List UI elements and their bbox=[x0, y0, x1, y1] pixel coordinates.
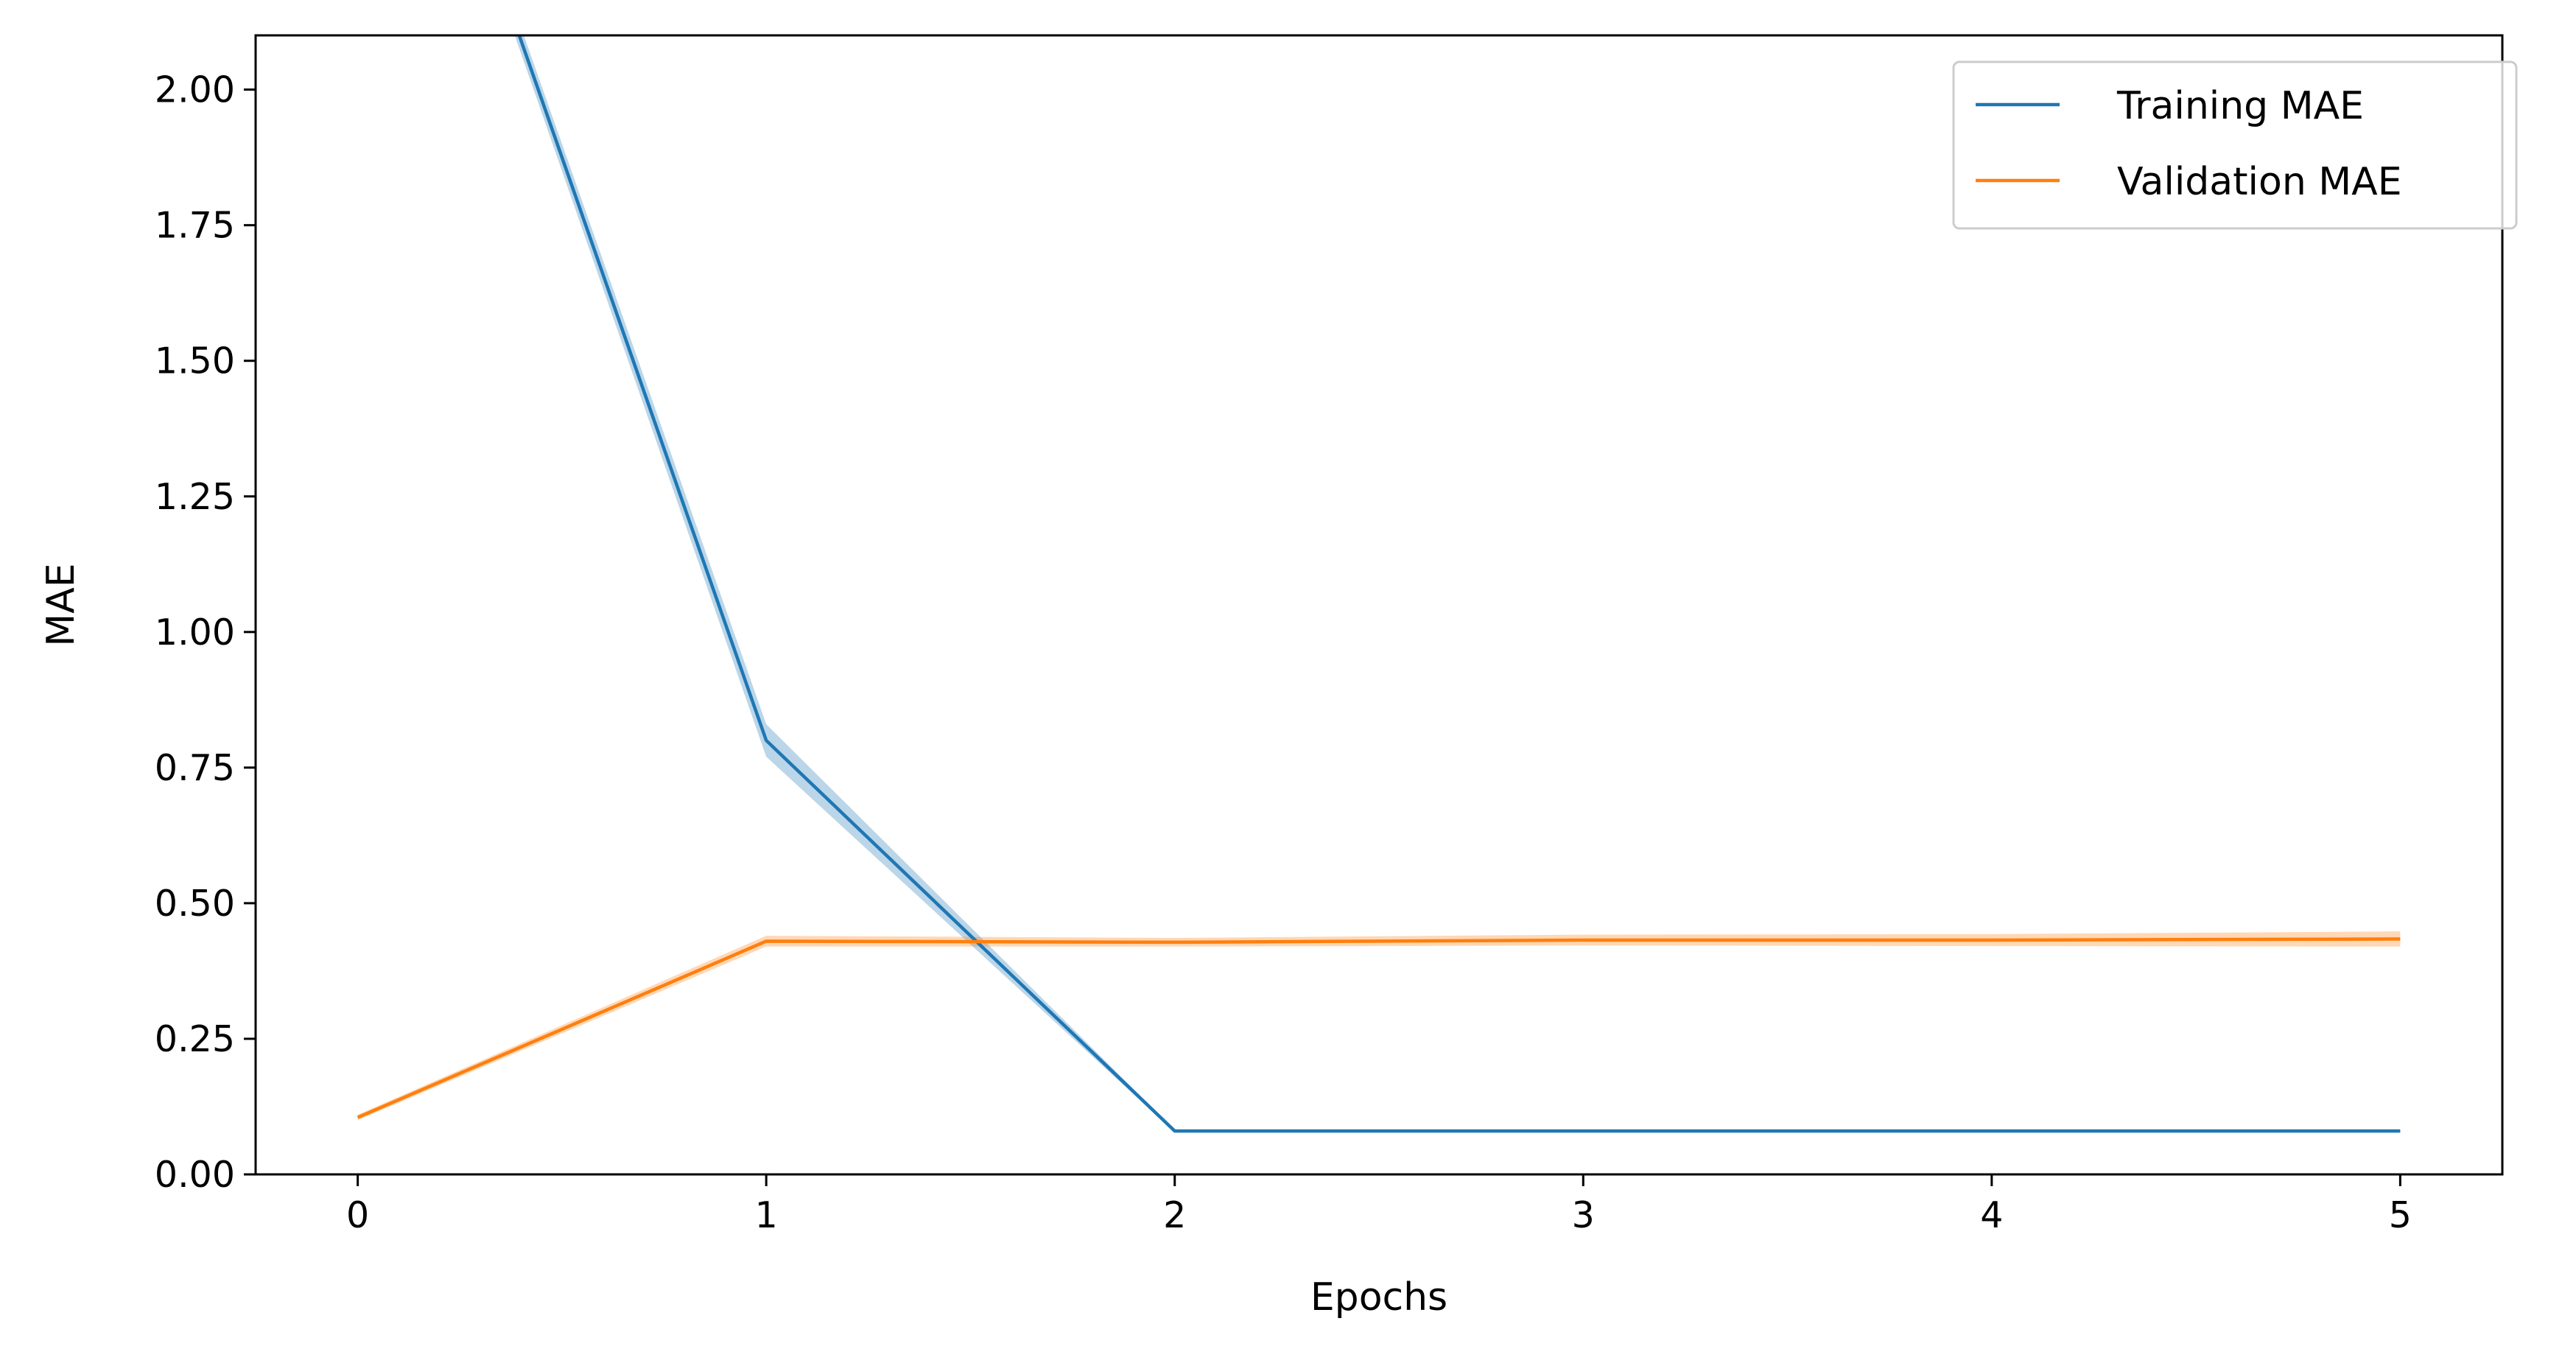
y-tick-label: 2.00 bbox=[155, 69, 235, 111]
legend: Training MAE Validation MAE bbox=[1952, 60, 2518, 230]
training-mae-point bbox=[1991, 1131, 1992, 1132]
y-tick-label: 1.75 bbox=[155, 205, 235, 247]
validation-mae-legend-label: Validation MAE bbox=[2117, 160, 2402, 204]
training-mae-line bbox=[517, 35, 2401, 1133]
training-mae-point bbox=[766, 740, 767, 741]
y-tick-label: 0.75 bbox=[155, 747, 235, 789]
y-tick-label: 0.00 bbox=[155, 1154, 235, 1196]
y-tick-label: 0.50 bbox=[155, 883, 235, 925]
validation-mae-point bbox=[766, 941, 767, 942]
y-axis-title: MAE bbox=[39, 563, 83, 646]
legend-box bbox=[1952, 60, 2518, 230]
y-tick-label: 0.25 bbox=[155, 1018, 235, 1060]
x-tick-label: 3 bbox=[1572, 1194, 1595, 1236]
x-axis: 0 1 2 3 4 5 bbox=[346, 1174, 2412, 1236]
plot-frame bbox=[254, 34, 2504, 1176]
y-tick-label: 1.00 bbox=[155, 612, 235, 654]
validation-mae-point bbox=[1583, 939, 1584, 940]
x-tick-label: 0 bbox=[346, 1194, 369, 1236]
validation-mae-point bbox=[1991, 939, 1992, 940]
y-axis: 0.00 0.25 0.50 0.75 1.00 1.25 1.50 1.75 2.00 bbox=[155, 69, 256, 1196]
validation-mae-point bbox=[357, 1117, 358, 1118]
x-tick-label: 2 bbox=[1163, 1194, 1186, 1236]
training-mae-point bbox=[1174, 1131, 1175, 1132]
x-tick-label: 1 bbox=[755, 1194, 778, 1236]
training-mae-legend-label: Training MAE bbox=[2116, 84, 2364, 128]
x-tick-label: 5 bbox=[2389, 1194, 2412, 1236]
y-tick-label: 1.25 bbox=[155, 476, 235, 518]
training-mae-point bbox=[1583, 1131, 1584, 1132]
x-axis-title: Epochs bbox=[1310, 1275, 1447, 1320]
y-tick-label: 1.50 bbox=[155, 340, 235, 382]
validation-mae-line bbox=[357, 937, 2401, 1119]
training-mae-point bbox=[2400, 1131, 2401, 1132]
x-tick-label: 4 bbox=[1980, 1194, 2003, 1236]
